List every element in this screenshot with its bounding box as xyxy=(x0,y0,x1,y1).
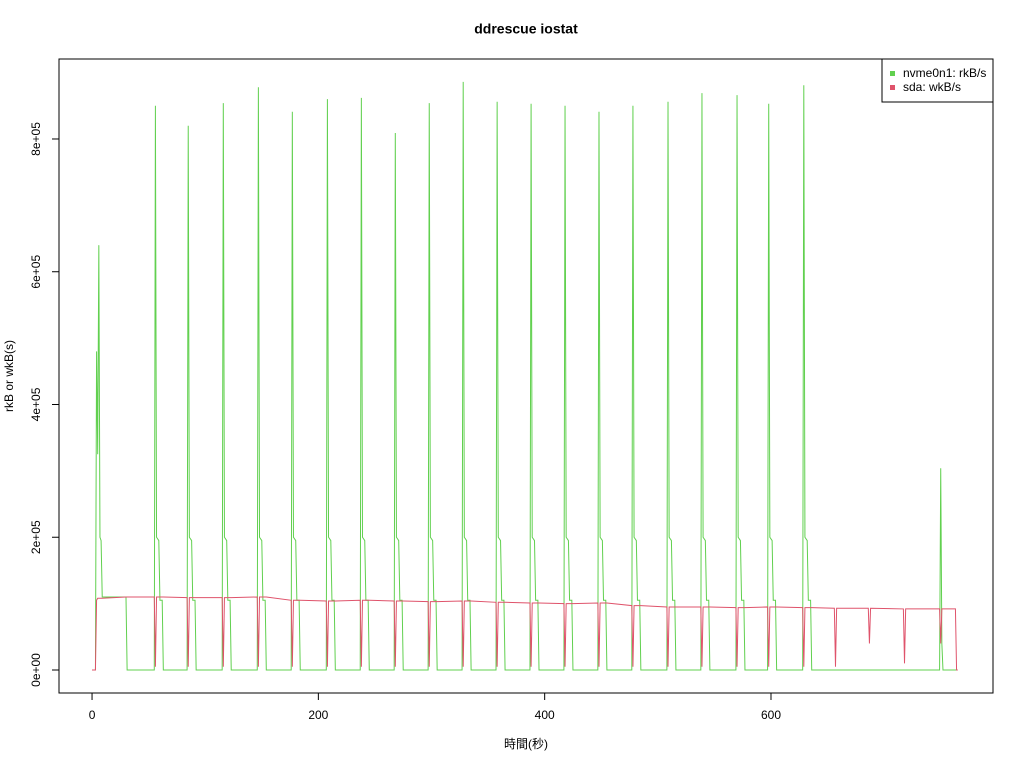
chart-title: ddrescue iostat xyxy=(474,21,578,37)
x-tick-label: 400 xyxy=(535,708,555,722)
legend-swatch xyxy=(890,71,895,76)
legend-label: sda: wkB/s xyxy=(903,80,961,94)
legend-swatch xyxy=(890,85,895,90)
y-tick-label: 6e+05 xyxy=(29,255,43,289)
x-tick-label: 600 xyxy=(761,708,781,722)
legend-box xyxy=(881,58,994,103)
series-line xyxy=(92,596,958,671)
y-tick-label: 4e+05 xyxy=(29,387,43,421)
x-tick-label: 200 xyxy=(308,708,328,722)
y-axis-label: rkB or wkB(s) xyxy=(2,340,16,412)
x-tick-label: 0 xyxy=(89,708,96,722)
series-line xyxy=(92,81,958,671)
y-tick-label: 0e+00 xyxy=(29,653,43,687)
legend-label: nvme0n1: rkB/s xyxy=(903,66,986,80)
y-tick-label: 8e+05 xyxy=(29,122,43,156)
x-axis-label: 時間(秒) xyxy=(504,737,548,751)
y-tick-label: 2e+05 xyxy=(29,520,43,554)
